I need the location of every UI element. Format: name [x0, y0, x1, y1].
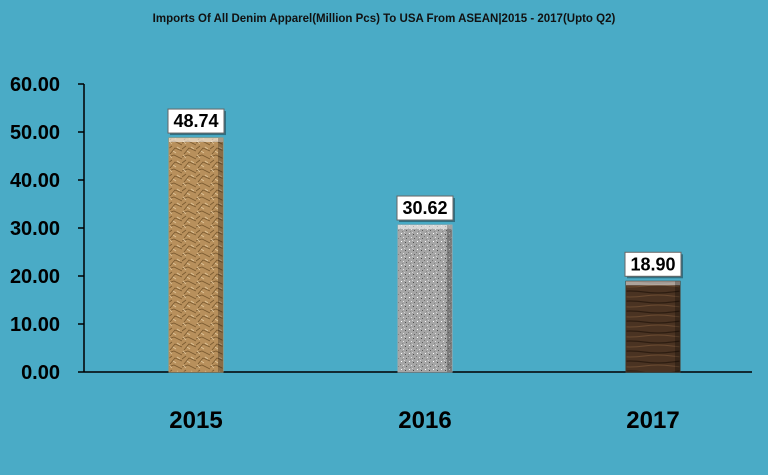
- bar-shadow: [218, 138, 223, 372]
- data-label-box: [396, 195, 454, 221]
- bar-2015: [168, 137, 224, 373]
- y-tick-label: 60.00: [10, 74, 60, 96]
- x-tick-label: 2017: [626, 407, 679, 434]
- y-tick-label: 20.00: [10, 266, 60, 288]
- y-tick-label: 30.00: [10, 218, 60, 240]
- y-tick-label: 0.00: [21, 362, 60, 384]
- data-label: 48.74: [173, 111, 218, 131]
- label-layer: 48.74 30.62 18.90: [167, 108, 683, 279]
- y-tick-label: 10.00: [10, 314, 60, 336]
- bar-2016: [397, 224, 453, 373]
- bar-highlight: [169, 138, 223, 143]
- y-tick-label: 40.00: [10, 170, 60, 192]
- bar-layer: [168, 137, 681, 373]
- x-tick-label: 2015: [169, 407, 222, 434]
- bar-highlight: [626, 281, 680, 286]
- data-label: 30.62: [402, 198, 447, 218]
- data-label-box: [624, 251, 682, 277]
- bar-shadow: [675, 281, 680, 372]
- data-label-box: [167, 108, 225, 134]
- y-tick-label: 50.00: [10, 122, 60, 144]
- chart-title: Imports Of All Denim Apparel(Million Pcs…: [153, 13, 616, 25]
- data-label: 18.90: [630, 254, 675, 274]
- x-tick-label: 2016: [398, 407, 451, 434]
- bar-2017: [625, 280, 681, 373]
- bar-shadow: [447, 225, 452, 372]
- bar-highlight: [398, 225, 452, 230]
